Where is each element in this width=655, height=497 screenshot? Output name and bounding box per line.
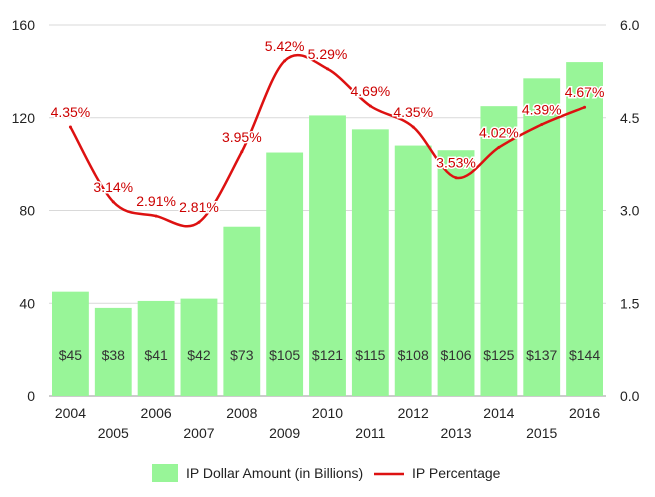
bar-data-label: $105 [269, 347, 300, 363]
line-data-label: 2.91% [136, 193, 176, 209]
line-point [497, 145, 501, 149]
line-data-label: 5.42% [265, 38, 305, 54]
line-point [326, 67, 329, 71]
line-point [411, 125, 415, 129]
x-tick-label: 2008 [226, 405, 257, 421]
bar-data-label: $137 [526, 347, 557, 363]
line-point [540, 123, 544, 127]
x-tick-label: 2012 [398, 405, 429, 421]
line-data-label: 4.69% [350, 83, 390, 99]
x-tick-label: 2006 [141, 405, 172, 421]
x-tick-label: 2004 [55, 405, 86, 421]
bar-data-label: $108 [398, 347, 429, 363]
line-data-labels: 4.35% 3.14%2.91% 2.81% 3.95% 5.42%5.29% 4.69%… [49, 36, 606, 216]
bar [137, 300, 175, 396]
bar [223, 226, 261, 396]
line-point [111, 200, 115, 204]
bar [51, 291, 89, 396]
bar-data-label: $115 [355, 347, 385, 363]
line-point [240, 150, 244, 154]
bar [94, 307, 132, 396]
line-point [583, 105, 587, 109]
right-tick-label: 3.0 [620, 203, 640, 219]
bar-series [51, 62, 604, 397]
bar-data-label: $121 [312, 347, 343, 363]
right-tick-label: 1.5 [620, 295, 640, 311]
bar [309, 115, 346, 397]
right-tick-label: 6.0 [620, 17, 640, 33]
x-axis: 2004 2005 2006 2007 2008 2009 2010 2011 2012 2013… [55, 405, 601, 441]
bar-data-label: $41 [144, 347, 168, 363]
line-data-label: 3.53% [436, 155, 476, 171]
bar [266, 152, 304, 396]
legend-bar-swatch [152, 464, 178, 482]
bar-data-label: $144 [569, 347, 600, 363]
bar-data-label: $42 [187, 347, 211, 363]
bar-data-label: $38 [102, 347, 126, 363]
line-data-label: 5.29% [308, 46, 348, 62]
x-tick-label: 2016 [569, 405, 600, 421]
line-data-label: 3.95% [222, 129, 262, 145]
line-point [154, 214, 158, 218]
x-tick-label: 2007 [183, 425, 214, 441]
bar [480, 106, 518, 396]
legend-bar-label: IP Dollar Amount (in Billions) [186, 465, 363, 481]
left-axis: 0 40 80 120 160 [12, 17, 36, 404]
bar-data-label: $106 [440, 347, 471, 363]
x-tick-label: 2015 [526, 425, 557, 441]
bar [351, 129, 389, 396]
right-axis: 0.0 1.5 3.0 4.5 6.0 [620, 17, 640, 404]
bar-data-label: $73 [230, 347, 254, 363]
x-tick-label: 2013 [440, 425, 471, 441]
left-tick-label: 160 [12, 17, 36, 33]
line-data-label: 4.67% [565, 84, 605, 100]
line-data-label: 4.35% [393, 104, 433, 120]
bar [437, 150, 475, 396]
line-point [454, 176, 458, 180]
bar-data-label: $125 [483, 347, 514, 363]
line-data-label: 4.35% [51, 104, 91, 120]
line-series [68, 53, 587, 228]
line-point [68, 125, 72, 129]
line-point [368, 104, 372, 108]
bar [180, 298, 218, 396]
x-tick-label: 2009 [269, 425, 300, 441]
line-point [283, 59, 287, 63]
legend-line-label: IP Percentage [412, 465, 501, 481]
x-tick-label: 2005 [98, 425, 129, 441]
x-tick-label: 2011 [355, 425, 385, 441]
right-tick-label: 4.5 [620, 110, 640, 126]
bar [394, 145, 432, 396]
left-tick-label: 120 [12, 110, 36, 126]
right-tick-label: 0.0 [620, 388, 640, 404]
bar-data-labels: $45 $38 $41 $42 $73 $105 $121 $115 $108 $106 $125 $… [59, 347, 601, 363]
bar-data-label: $45 [59, 347, 83, 363]
x-tick-label: 2010 [312, 405, 343, 421]
left-tick-label: 80 [19, 203, 35, 219]
legend: IP Dollar Amount (in Billions) IP Percent… [152, 464, 501, 482]
line-data-label: 4.39% [522, 102, 562, 118]
line-data-label: 2.81% [179, 199, 219, 215]
x-tick-label: 2014 [483, 405, 514, 421]
line-point [197, 220, 201, 224]
bar [566, 62, 604, 396]
left-tick-label: 40 [19, 295, 35, 311]
left-tick-label: 0 [27, 388, 35, 404]
line-data-label: 3.14% [93, 179, 133, 195]
line-data-label: 4.02% [479, 124, 519, 140]
